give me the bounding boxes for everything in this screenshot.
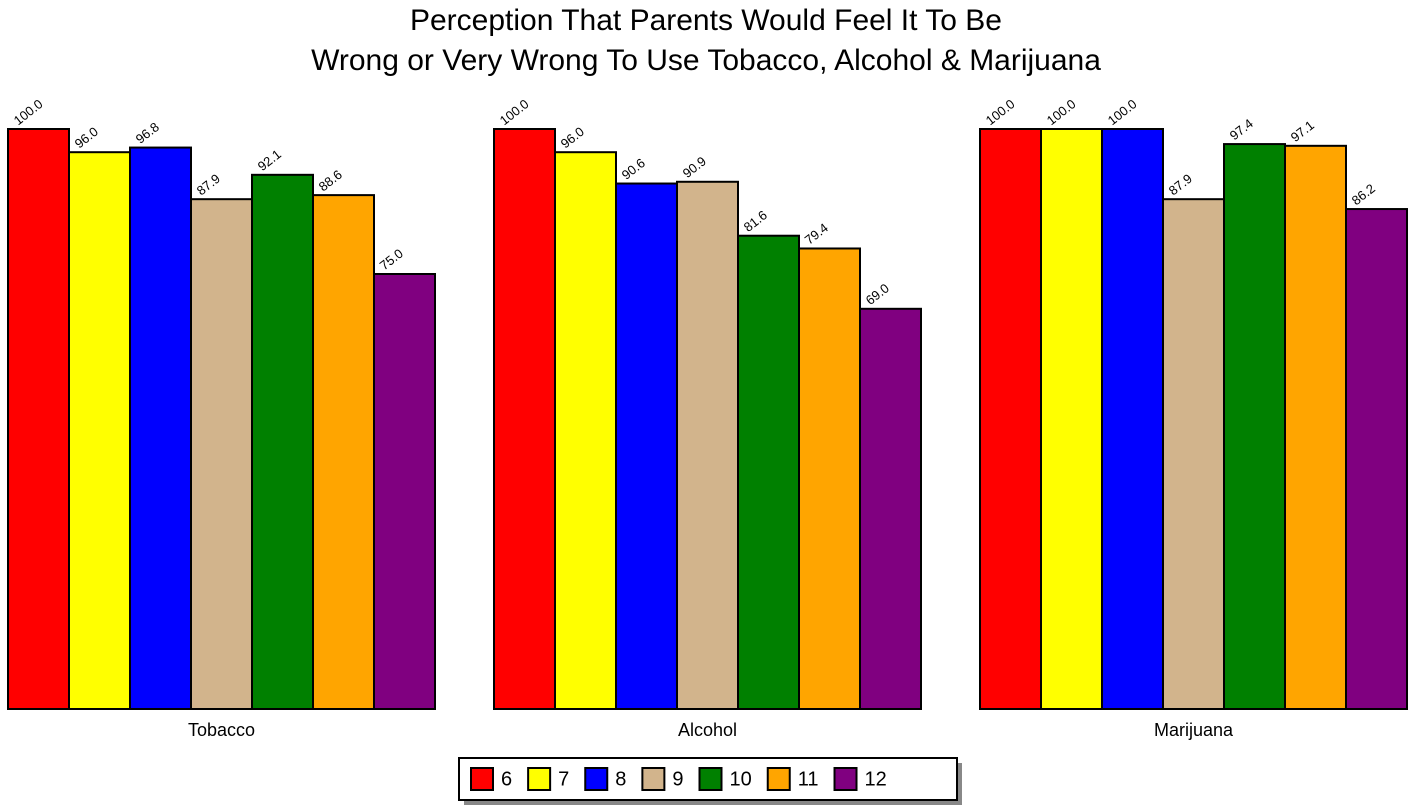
- bar: [676, 180, 739, 710]
- legend-label: 10: [730, 768, 752, 790]
- bar: [1040, 128, 1103, 710]
- value-label: 90.9: [680, 153, 709, 180]
- value-label: 79.4: [802, 220, 831, 247]
- legend-label: 6: [501, 768, 512, 790]
- legend-label: 11: [798, 768, 819, 790]
- value-label: 69.0: [863, 280, 892, 307]
- bar: [554, 151, 617, 710]
- x-tick-label: Alcohol: [678, 720, 737, 740]
- bar: [7, 128, 70, 710]
- value-label: 87.9: [194, 171, 223, 198]
- legend-swatch: [641, 767, 666, 791]
- legend-swatch: [698, 767, 723, 791]
- bar: [1223, 143, 1286, 710]
- value-label: 100.0: [1105, 96, 1140, 128]
- bar: [493, 128, 556, 710]
- chart-title: Perception That Parents Would Feel It To…: [410, 4, 1002, 37]
- legend-swatch: [527, 767, 552, 791]
- value-label: 81.6: [741, 207, 770, 234]
- bar: [737, 234, 800, 710]
- x-tick-label: Marijuana: [1154, 720, 1234, 740]
- bar: [129, 146, 192, 710]
- legend-label: 9: [672, 768, 683, 790]
- legend-label: 12: [865, 768, 887, 790]
- bar: [1162, 198, 1225, 710]
- legend-swatch: [766, 767, 791, 791]
- value-label: 96.0: [558, 124, 587, 151]
- value-label: 100.0: [497, 96, 532, 128]
- chart-title: Wrong or Very Wrong To Use Tobacco, Alco…: [311, 44, 1101, 77]
- value-label: 88.6: [316, 167, 345, 194]
- bar: [312, 194, 375, 710]
- value-label: 92.1: [255, 146, 284, 173]
- bar: [1284, 144, 1347, 710]
- value-label: 87.9: [1166, 171, 1195, 198]
- bar: [615, 182, 678, 710]
- bar: [859, 307, 922, 710]
- bar: [68, 151, 131, 710]
- value-label: 75.0: [377, 246, 406, 273]
- bar: [1345, 208, 1408, 710]
- bar: [979, 128, 1042, 710]
- bar: [251, 173, 314, 710]
- value-label: 100.0: [1044, 96, 1079, 128]
- value-label: 90.6: [619, 155, 648, 182]
- legend-swatch: [470, 767, 494, 791]
- value-label: 97.4: [1227, 116, 1256, 143]
- bar: [190, 198, 253, 710]
- legend-swatch: [833, 767, 858, 791]
- value-label: 100.0: [11, 96, 46, 128]
- bar: [1101, 128, 1164, 710]
- legend-label: 8: [615, 768, 626, 790]
- legend-swatch: [584, 767, 609, 791]
- bar: [373, 273, 436, 710]
- value-label: 96.8: [133, 119, 162, 146]
- bar: [798, 247, 861, 710]
- value-label: 97.1: [1288, 117, 1317, 144]
- value-label: 86.2: [1349, 181, 1378, 208]
- value-label: 96.0: [72, 124, 101, 151]
- x-tick-label: Tobacco: [188, 720, 255, 740]
- value-label: 100.0: [983, 96, 1018, 128]
- legend-label: 7: [558, 768, 569, 790]
